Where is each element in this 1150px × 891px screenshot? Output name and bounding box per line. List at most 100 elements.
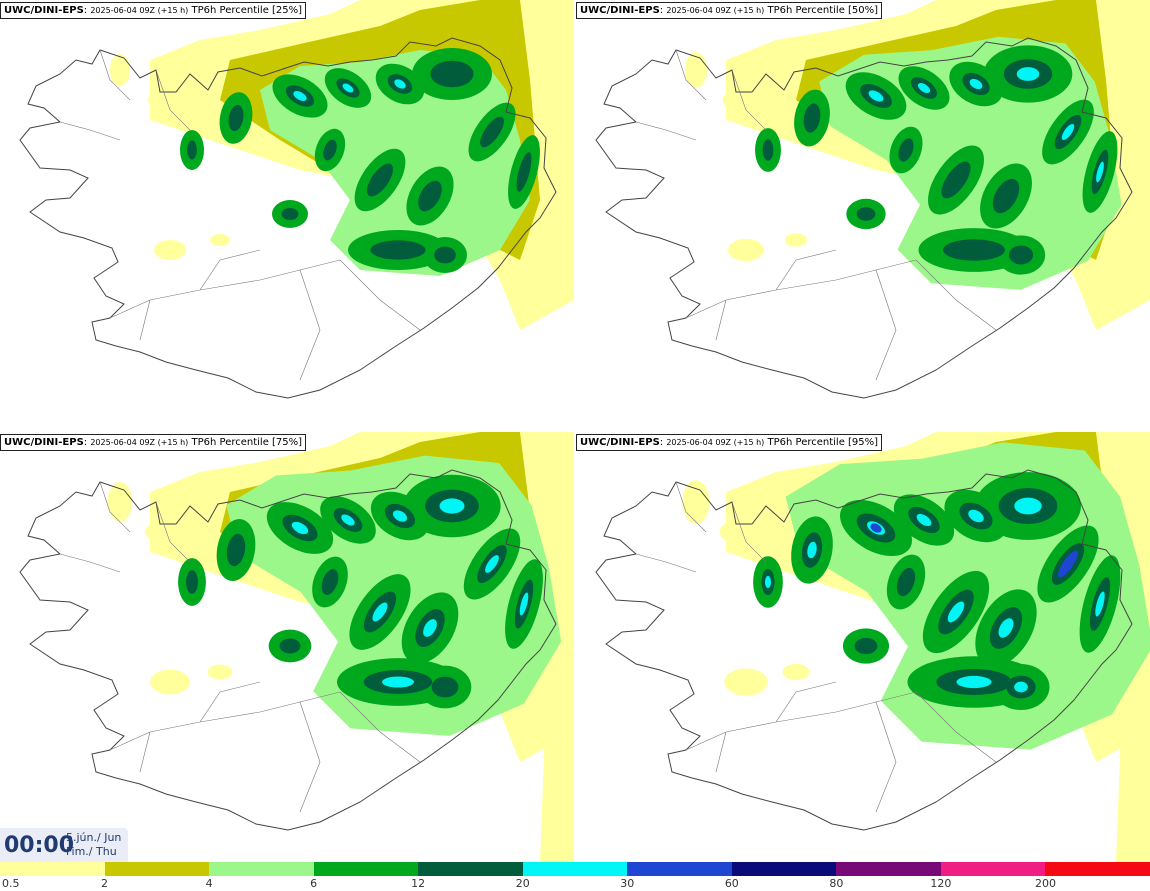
field-name: TP6h Percentile [75%] — [191, 437, 303, 448]
precip-area-patch — [728, 238, 764, 262]
precip-area-patch — [782, 663, 810, 681]
precip-core-darkgreen — [228, 104, 244, 132]
precip-area-patch — [150, 669, 190, 695]
precip-core-darkgreen — [187, 140, 197, 160]
precip-area-patch — [784, 233, 808, 247]
map-panel-p50: UWC/DINI-EPS: 2025-06-04 09Z (+15 h) TP6… — [576, 0, 1150, 430]
precip-core-blue — [870, 523, 882, 533]
precip-core-cyan — [969, 78, 983, 90]
precip-core-cyan — [439, 498, 465, 514]
precip-core-cyan — [947, 601, 965, 623]
legend-swatch — [836, 862, 942, 876]
roads — [109, 249, 421, 381]
precip-core-darkgreen — [281, 208, 299, 220]
precip-core-darkgreen — [854, 637, 878, 655]
precip-core-darkgreen — [321, 569, 339, 595]
precip-area-patch — [722, 91, 750, 109]
precip-core-darkgreen — [480, 116, 504, 148]
precip-core-cyan — [293, 91, 307, 101]
precip-area-patch — [684, 52, 708, 88]
precip-core-cyan — [341, 514, 355, 526]
precip-map — [19, 432, 574, 862]
field-name: TP6h Percentile [50%] — [767, 5, 879, 16]
precip-core-darkgreen — [431, 676, 459, 698]
valid-weekday: Fim./ Thu — [66, 845, 117, 858]
precip-core-blue — [1057, 550, 1079, 578]
legend-tick-label: 6 — [310, 877, 318, 890]
legend-tick-label: 200 — [1034, 877, 1056, 890]
legend-tick-label: 20 — [515, 877, 530, 890]
run-time: 2025-06-04 09Z (+15 h) — [666, 438, 765, 447]
panel-title: UWC/DINI-EPS: 2025-06-04 09Z (+15 h) TP6… — [0, 2, 307, 19]
precip-area-east-sea — [520, 432, 574, 862]
precip-core-cyan — [485, 555, 499, 573]
precip-area-patch — [110, 54, 130, 86]
precip-map — [19, 0, 574, 399]
legend-swatch — [418, 862, 524, 876]
precip-core-cyan — [807, 541, 817, 559]
panel-divider-horizontal — [0, 430, 1150, 432]
legend-tick-label: 2 — [101, 877, 109, 890]
legend-tick-label: 120 — [930, 877, 952, 890]
precip-core-darkgreen — [279, 638, 301, 654]
precip-core-darkgreen — [430, 60, 474, 88]
panel-title: UWC/DINI-EPS: 2025-06-04 09Z (+15 h) TP6… — [576, 434, 883, 451]
legend-tick-label: 12 — [411, 877, 426, 890]
legend-swatch — [0, 862, 106, 876]
precip-core-cyan — [868, 90, 884, 102]
precip-area-patch — [148, 92, 172, 108]
legend-swatch — [522, 862, 628, 876]
precip-core-cyan — [392, 510, 408, 522]
precip-core-cyan — [1016, 67, 1040, 81]
legend-tick-label: 60 — [724, 877, 739, 890]
field-name: TP6h Percentile [95%] — [767, 437, 879, 448]
precip-core-cyan — [372, 602, 388, 622]
precip-core-darkgreen — [370, 240, 426, 260]
precip-area-patch — [107, 482, 133, 522]
precip-core-cyan — [423, 619, 437, 637]
legend-swatch — [1045, 862, 1150, 876]
roads — [59, 481, 191, 573]
precip-core-darkgreen — [941, 161, 971, 199]
valid-time: 00:00 — [4, 833, 75, 858]
color-scale-legend: 0.5 2 4 6 12 20 30 60 80 120 200 — [0, 862, 1150, 891]
precip-map — [595, 432, 1150, 862]
precip-core-darkgreen — [898, 138, 914, 162]
legend-tick-label: 4 — [205, 877, 213, 890]
precip-core-cyan — [291, 521, 309, 535]
coastline — [595, 469, 1133, 831]
panel-title: UWC/DINI-EPS: 2025-06-04 09Z (+15 h) TP6… — [0, 434, 307, 451]
precip-core-cyan — [382, 676, 414, 688]
legend-swatch — [627, 862, 733, 876]
precip-core-cyan — [342, 83, 354, 93]
precip-core-darkgreen — [992, 178, 1020, 214]
run-time: 2025-06-04 09Z (+15 h) — [90, 6, 189, 15]
legend-swatch — [209, 862, 315, 876]
precip-core-darkgreen — [896, 567, 916, 597]
precip-core-darkgreen — [943, 239, 1005, 261]
precip-area-patch — [724, 668, 768, 696]
precip-core-darkgreen — [803, 103, 821, 133]
precip-core-cyan — [968, 509, 984, 523]
precip-core-cyan — [1096, 161, 1104, 183]
precip-core-darkgreen — [226, 533, 246, 567]
panel-title: UWC/DINI-EPS: 2025-06-04 09Z (+15 h) TP6… — [576, 2, 883, 19]
precip-core-cyan — [956, 675, 992, 689]
precip-core-cyan — [519, 592, 529, 616]
precip-area-patch — [210, 234, 230, 246]
precip-area-patch — [154, 240, 186, 260]
precip-area-patch — [145, 522, 175, 542]
precip-core-cyan — [1095, 591, 1105, 617]
legend-tick-label: 0.5 — [2, 877, 20, 890]
map-panel-p75: UWC/DINI-EPS: 2025-06-04 09Z (+15 h) TP6… — [0, 432, 574, 862]
precip-core-darkgreen — [434, 246, 456, 264]
model-name: UWC/DINI-EPS — [4, 5, 84, 16]
precip-core-cyan — [916, 513, 932, 527]
precip-core-darkgreen — [367, 163, 393, 197]
precip-core-darkgreen — [418, 180, 442, 212]
legend-swatch — [940, 862, 1046, 876]
precip-map — [595, 0, 1150, 399]
precip-area-east-sea — [1096, 432, 1150, 862]
precip-core-cyan — [1014, 497, 1042, 515]
precip-area-patch — [682, 480, 710, 524]
